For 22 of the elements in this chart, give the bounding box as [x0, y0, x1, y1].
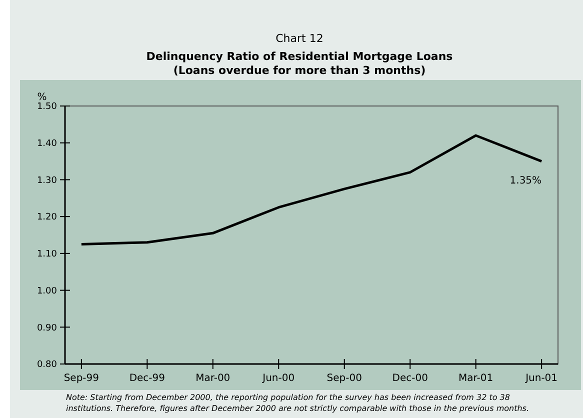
- annotation: 1.35%: [510, 175, 542, 186]
- x-tick-label: Jun-00: [262, 373, 295, 384]
- y-tick-label: 1.50: [36, 102, 58, 112]
- chart-subtitle: Delinquency Ratio of Residential Mortgage Loans (Loans overdue for more than 3 months): [146, 50, 454, 77]
- y-tick-label: 1.30: [36, 176, 58, 186]
- y-tick-label: 1.20: [36, 212, 58, 223]
- y-tick-label: 1.40: [36, 139, 58, 150]
- x-tick-label: Mar-01: [458, 373, 494, 384]
- x-tick-label: Jun-01: [524, 373, 558, 384]
- x-tick-label: Mar-00: [196, 373, 230, 384]
- text: Note: Starting from December 2000, the reporting population for the survey has been increased from 32 to 38 institutions. Therefore, figures after December 2000 are not strictly comparable with those in the previous months.: [66, 393, 530, 413]
- y-tick-label: 1.00: [36, 286, 58, 296]
- y-tick-label: 1.10: [36, 250, 58, 260]
- x-tick-label: Dec-00: [392, 373, 428, 384]
- x-tick-label: Sep-99: [64, 373, 100, 384]
- y-tick-label: 0.90: [36, 323, 58, 334]
- x-tick-label: Sep-00: [326, 373, 362, 384]
- x-tick-label: Dec-99: [129, 373, 166, 384]
- line-series: [80, 134, 543, 246]
- y-tick-label: 0.80: [36, 360, 58, 370]
- chart-title: Chart 12: [276, 32, 324, 45]
- y-axis-title: %: [37, 92, 47, 103]
